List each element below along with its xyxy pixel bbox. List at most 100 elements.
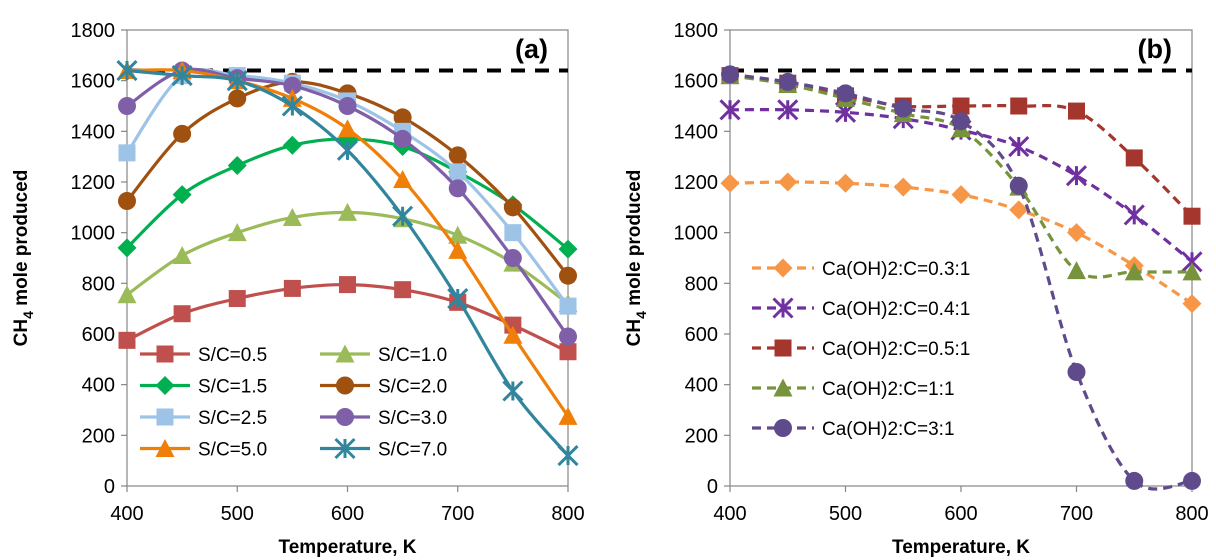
series-line [126,67,570,338]
legend-swatch-marker [773,378,793,397]
legend-swatch-marker [155,376,175,395]
data-point [1123,204,1145,226]
data-point [503,198,522,217]
panel-label: (a) [515,34,548,64]
legend-label: Ca(OH)2:C=0.3:1 [822,259,970,280]
y-tick-label: 0 [104,476,115,498]
y-tick-label: 200 [685,425,718,447]
data-point [1067,363,1086,381]
legend-item: S/C=1.0 [320,344,447,366]
legend-item: S/C=5.0 [140,439,267,461]
data-point [1065,165,1088,187]
data-point [1124,262,1144,281]
legend-swatch-marker [773,258,793,278]
y-axis-title: CH4 mole produced [624,170,649,347]
data-point [227,223,247,242]
data-point [339,276,356,294]
data-point [172,245,192,264]
data-point [283,279,301,297]
data-point [118,192,136,210]
y-tick-label: 1800 [674,20,719,42]
data-point [777,99,799,121]
y-tick-label: 1200 [71,172,116,194]
y-tick-label: 1400 [674,121,719,143]
legend-item: S/C=7.0 [320,437,447,461]
data-point [836,84,855,103]
legend-item: S/C=3.0 [320,408,447,429]
legend-item: Ca(OH)2:C=3:1 [752,419,955,440]
data-point [1009,200,1029,220]
y-tick-label: 0 [707,476,718,498]
legend-label: S/C=2.5 [198,408,267,429]
x-axis-title: Temperature, K [279,537,417,558]
y-tick-label: 1000 [71,223,116,245]
panel-label: (b) [1138,34,1172,64]
x-tick-label: 500 [221,503,254,525]
data-point [173,124,192,143]
legend-item: Ca(OH)2:C=0.4:1 [752,297,970,320]
y-tick-label: 400 [82,375,115,397]
legend-swatch-marker [774,339,792,357]
data-point [447,287,469,310]
data-point [557,445,579,467]
y-tick-label: 400 [685,375,718,397]
series-line [729,108,1194,264]
x-tick-label: 400 [713,503,746,525]
data-point [952,97,970,115]
series-S/C=5.0 [117,61,578,425]
data-point [338,202,357,221]
legend-item: S/C=0.5 [140,345,267,366]
legend-label: S/C=2.0 [378,377,447,398]
legend-label: Ca(OH)2:C=0.4:1 [822,299,970,320]
x-tick-label: 400 [110,503,143,525]
data-point [1068,102,1085,120]
data-point [448,225,468,244]
legend-swatch-marker [156,408,174,426]
data-point [721,65,739,84]
data-point [228,89,247,108]
data-point [778,72,797,91]
data-point [558,406,578,425]
data-point [448,146,467,165]
data-point [503,325,523,344]
y-tick-label: 1400 [71,121,116,143]
series-line [126,68,570,418]
x-tick-label: 800 [1175,503,1208,525]
legend-item: S/C=2.0 [320,376,447,398]
data-point [393,169,413,188]
series-S/C=0.5 [118,276,577,361]
y-tick-label: 800 [685,273,718,295]
y-tick-label: 1600 [674,71,719,93]
legend-label: S/C=1.0 [378,345,447,366]
y-tick-label: 200 [82,425,115,447]
legend-swatch-marker [335,344,355,363]
y-tick-label: 600 [685,324,718,346]
data-point [338,97,357,115]
data-point [392,205,414,227]
y-tick-label: 1800 [71,20,116,42]
data-point [282,207,302,226]
data-point [393,108,412,127]
legend-item: Ca(OH)2:C=0.5:1 [752,339,970,360]
data-point [1010,97,1028,115]
legend-label: S/C=5.0 [198,440,267,461]
series-Ca(OH)2:C=3:1 [721,65,1201,491]
x-tick-label: 800 [551,503,584,525]
legend-swatch-marker [774,419,792,437]
legend-item: Ca(OH)2:C=1:1 [752,378,955,400]
data-point [227,156,247,176]
data-point [1125,471,1144,490]
data-point [836,173,855,193]
data-point [117,285,137,304]
x-tick-label: 600 [331,503,364,525]
legend-swatch-marker [156,345,174,363]
series-line [729,74,1193,279]
x-tick-label: 600 [944,503,977,525]
data-point [117,238,137,258]
data-point [1183,207,1201,225]
data-point [894,99,913,118]
data-point [503,249,522,267]
data-point [1009,176,1028,195]
x-tick-label: 700 [1060,503,1093,525]
data-point [116,59,138,82]
